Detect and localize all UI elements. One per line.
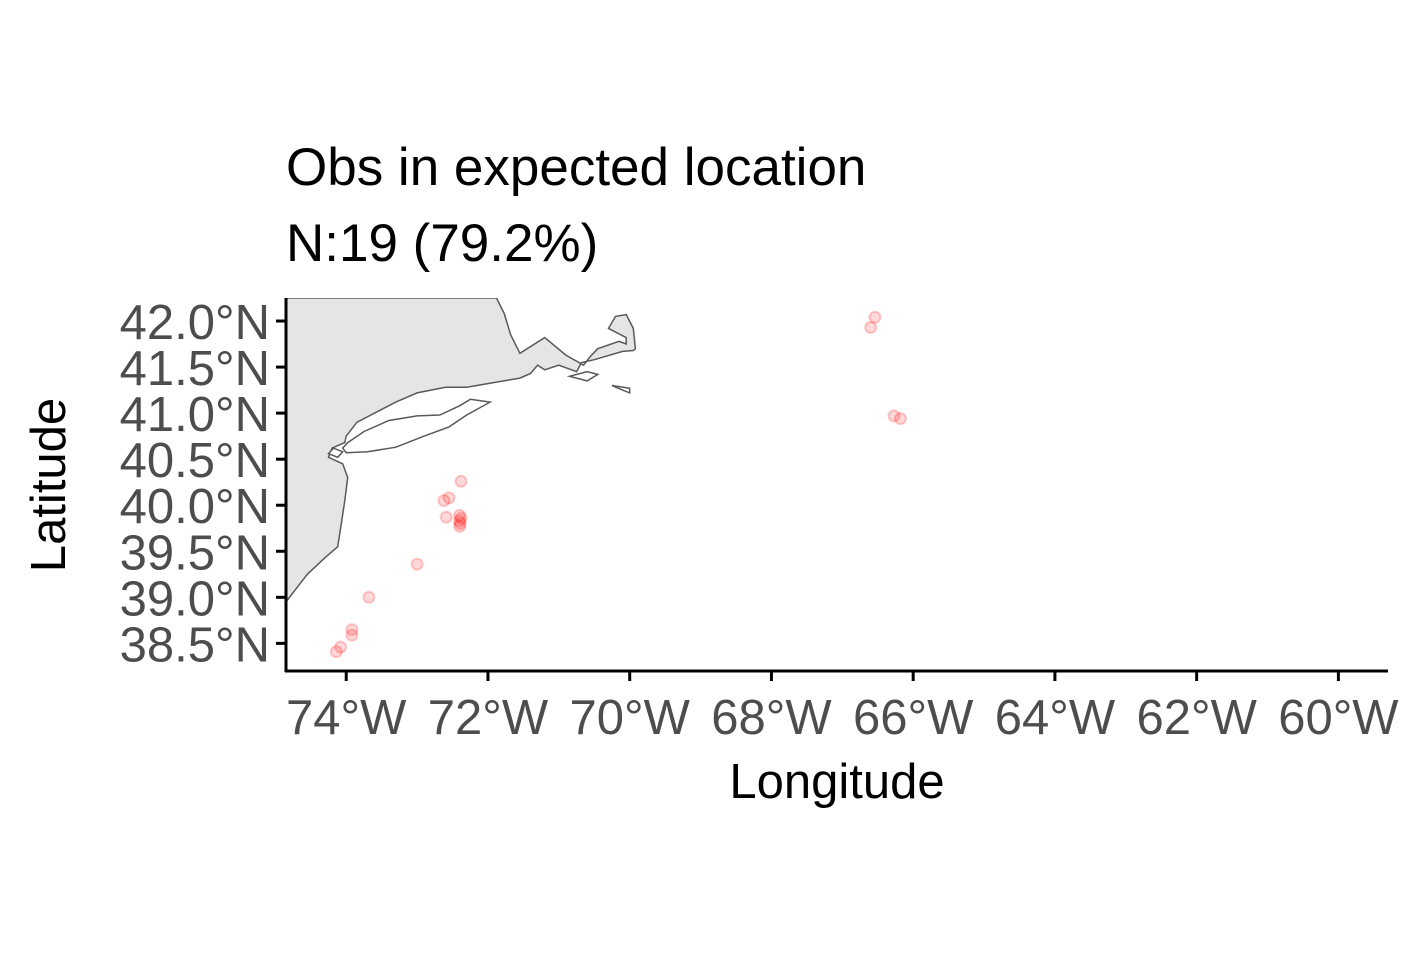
y-tick-label: 42.0°N [120,296,270,350]
mainland-coast [286,298,637,604]
y-tick-label: 40.5°N [120,434,270,488]
y-tick-label: 39.5°N [120,526,270,580]
x-tick-label: 68°W [711,691,832,745]
island-coast [611,384,631,395]
x-tick-label: 70°W [570,691,691,745]
y-tick-label: 38.5°N [120,618,270,672]
observation-point [453,514,467,528]
y-tick-label: 41.0°N [120,388,270,442]
observation-point [454,511,468,525]
observation-point [410,557,424,571]
observation-point [437,494,451,508]
plot-subtitle: N:19 (79.2%) [286,214,598,273]
y-tick-label: 39.0°N [120,572,270,626]
observation-point [334,640,348,654]
observation-point [453,519,467,533]
x-tick-label: 74°W [286,691,407,745]
x-axis-title: Longitude [729,755,944,809]
observation-point [453,508,467,522]
y-tick-label: 41.5°N [120,342,270,396]
x-tick-label: 66°W [853,691,974,745]
plot-title: Obs in expected location [286,138,866,197]
observation-point [887,409,901,423]
x-tick-label: 64°W [995,691,1116,745]
map-panel [284,298,1388,673]
observation-point [345,623,359,637]
observation-point [454,474,468,488]
y-tick-label: 40.0°N [120,480,270,534]
island-coast [341,398,493,454]
observation-point [362,590,376,604]
observation-point [453,517,467,531]
observation-point [329,645,343,659]
island-coast [566,370,600,382]
x-tick-label: 72°W [428,691,549,745]
observation-point [868,310,882,324]
x-axis: 74°W 72°W 70°W 68°W 66°W 64°W 62°W 60°W [286,671,1399,745]
observation-point [864,321,878,334]
observation-point [345,628,359,642]
observation-point [442,491,456,505]
x-tick-label: 60°W [1278,691,1399,745]
x-tick-label: 62°W [1136,691,1257,745]
observation-point [439,510,453,524]
island-coast [327,447,344,459]
y-axis: 38.5°N39.0°N39.5°N40.0°N40.5°N41.0°N41.5… [120,296,286,672]
observation-points [329,310,907,659]
y-axis-title: Latitude [22,398,76,572]
observation-point [893,412,907,426]
land-layer [286,298,637,604]
